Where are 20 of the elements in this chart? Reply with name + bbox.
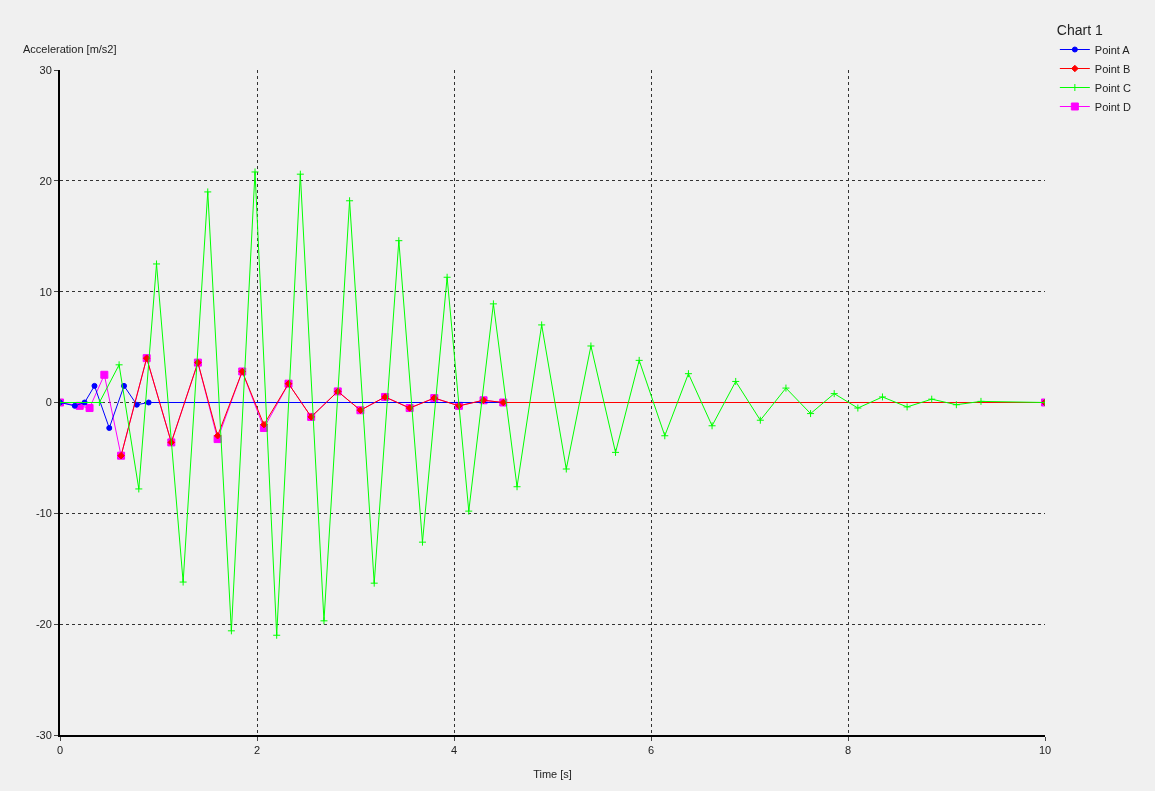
x-tick-label: 10	[1038, 744, 1052, 757]
x-tick-label: 2	[253, 744, 261, 757]
legend-label: Point B	[1094, 62, 1131, 75]
y-axis-title: Acceleration [m/s2]	[23, 43, 117, 55]
legend-title: Chart 1	[1056, 22, 1103, 38]
legend-label: Point C	[1094, 81, 1131, 94]
y-tick-label: -30	[35, 728, 52, 741]
y-tick-label: 0	[45, 396, 52, 409]
legend-label: Point A	[1094, 43, 1131, 56]
x-tick-label: 0	[56, 744, 64, 757]
y-tick-label: 20	[39, 174, 52, 187]
y-tick-label: 10	[39, 285, 52, 298]
legend-label: Point D	[1094, 100, 1131, 113]
x-axis-title: Time [s]	[533, 767, 572, 780]
y-tick-label: -20	[35, 618, 52, 631]
x-tick-label: 6	[647, 744, 655, 757]
x-tick-label: 8	[844, 744, 852, 757]
y-tick-label: 30	[39, 63, 52, 76]
x-tick-label: 4	[450, 744, 458, 757]
y-tick-label: -10	[35, 507, 52, 520]
